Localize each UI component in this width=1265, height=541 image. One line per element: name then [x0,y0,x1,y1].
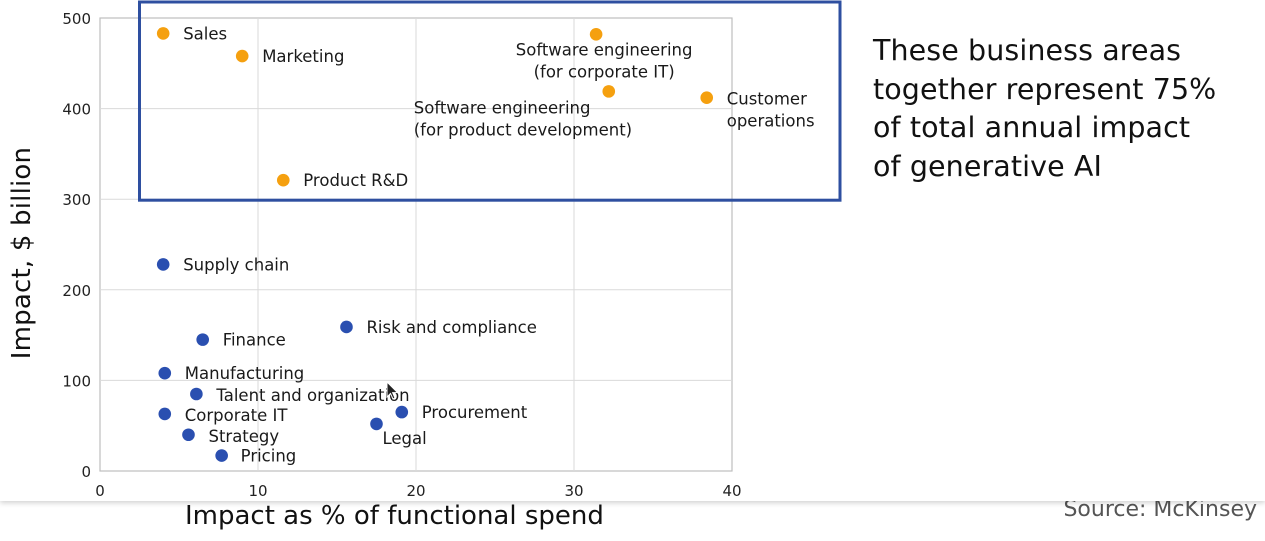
data-point [235,49,249,63]
y-tick-label: 0 [81,463,91,481]
chart-panel: 0 10 20 30 40 0 100 200 300 400 500 Sales Marketing… [7,0,1258,500]
data-point [156,258,170,271]
x-tick-label: 30 [564,482,583,500]
data-point [340,320,353,334]
point-label: Pricing [241,447,297,466]
data-point [190,387,203,401]
point-label: Customer [727,90,807,109]
x-tick-label: 40 [722,482,741,500]
footer-band: Impact as % of functional spend Source: … [0,497,1265,541]
point-label: Risk and compliance [366,318,536,337]
point-label: Manufacturing [185,364,304,383]
data-point [700,91,714,105]
point-label: Software engineering [414,98,591,117]
point-label: Product R&D [303,171,408,190]
callout-text: These business areas together represent … [873,32,1258,186]
callout-line: together represent 75% [873,72,1217,106]
data-point [156,27,170,40]
point-label: (for product development) [414,120,632,139]
data-point [370,417,383,431]
source-note: Source: McKinsey [1063,497,1257,522]
data-point [158,407,172,421]
point-label: Supply chain [183,255,289,274]
mouse-pointer-icon [386,380,400,401]
point-label: Software engineering [516,40,693,59]
y-tick-label: 500 [62,10,91,28]
data-point [182,428,195,442]
point-label: Talent and organization [215,386,409,405]
callout-line: of generative AI [873,149,1102,183]
data-point [158,366,172,380]
point-label: operations [727,112,815,131]
point-label: Finance [223,331,286,350]
y-tick-label: 300 [62,191,91,209]
x-axis-title: Impact as % of functional spend [185,501,604,531]
point-label: Procurement [422,403,528,422]
x-tick-label: 10 [248,482,267,500]
y-axis-title: Impact, $ billion [7,146,37,360]
data-point [602,85,616,98]
data-point [395,405,409,419]
data-point [196,333,209,346]
callout-line: These business areas [873,34,1182,67]
point-label: Sales [183,24,227,43]
point-label: (for corporate IT) [534,62,675,81]
data-point [589,28,603,41]
point-label: Legal [383,429,427,448]
y-tick-label: 100 [62,372,91,390]
x-tick-label: 20 [406,482,425,500]
highlight-box [138,0,842,202]
point-label: Corporate IT [185,406,289,425]
y-tick-label: 400 [62,101,91,119]
data-point [276,173,290,187]
point-label: Marketing [262,47,344,66]
callout-line: of total annual impact [873,111,1191,144]
y-tick-label: 200 [62,282,91,300]
point-label: Strategy [208,427,279,446]
x-tick-label: 0 [95,482,105,500]
data-point [215,449,228,462]
